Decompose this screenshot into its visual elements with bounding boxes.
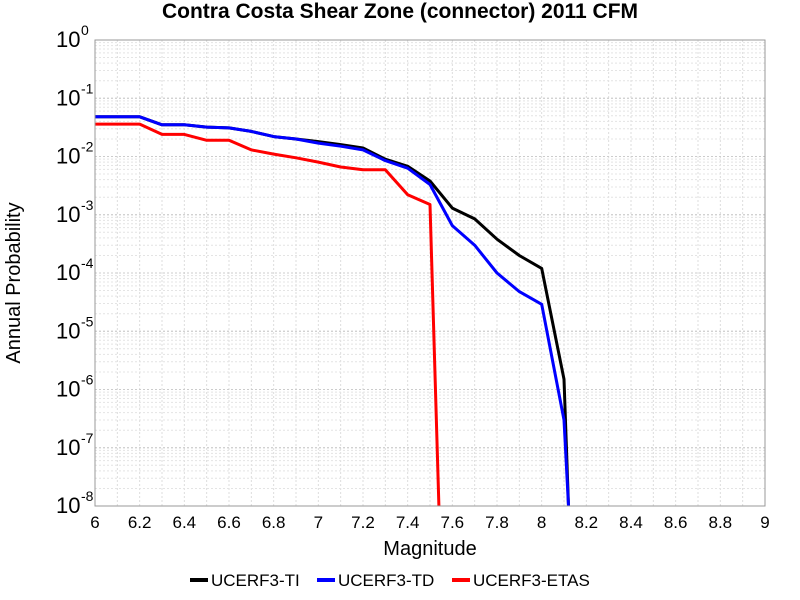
series-line-ucerf3-td — [95, 115, 570, 507]
y-tick-base: 10 — [56, 85, 80, 110]
x-tick-label: 6.2 — [128, 513, 152, 532]
x-tick-label: 7.2 — [351, 513, 375, 532]
y-tick-label: 10 -8 — [56, 488, 94, 518]
x-tick-labels: 6 6.2 6.4 6.6 6.8 7 7.2 7.4 7.6 7.8 8 8.2 8.4 8.6 8.8 9 — [90, 513, 769, 532]
y-tick-label: 10 -3 — [56, 197, 94, 227]
y-tick-exponent: -3 — [81, 197, 94, 213]
y-tick-base: 10 — [56, 318, 80, 343]
x-tick-label: 6 — [90, 513, 99, 532]
chart-title: Contra Costa Shear Zone (connector) 2011… — [162, 0, 638, 23]
legend-label: UCERF3-ETAS — [473, 571, 590, 590]
series-line-ucerf3-etas — [95, 122, 441, 507]
y-tick-base: 10 — [56, 144, 80, 169]
x-axis-label: Magnitude — [383, 538, 476, 560]
x-tick-label: 8.4 — [619, 513, 643, 532]
x-tick-label: 6.6 — [217, 513, 241, 532]
x-tick-label: 9 — [760, 513, 769, 532]
y-axis-label: Annual Probability — [3, 202, 25, 363]
x-tick-label: 8 — [537, 513, 546, 532]
y-tick-label: 10 -2 — [56, 139, 94, 169]
legend-item: UCERF3-TD — [317, 571, 434, 590]
y-tick-base: 10 — [56, 377, 80, 402]
y-tick-base: 10 — [56, 493, 80, 518]
y-tick-label: 10 0 — [56, 22, 89, 52]
y-tick-base: 10 — [56, 435, 80, 460]
y-tick-label: 10 -1 — [56, 80, 94, 110]
legend-item: UCERF3-TI — [190, 571, 300, 590]
y-tick-exponent: 0 — [81, 22, 89, 38]
y-tick-label: 10 -6 — [56, 372, 94, 402]
legend-label: UCERF3-TD — [338, 571, 434, 590]
x-tick-label: 7.6 — [441, 513, 465, 532]
y-tick-base: 10 — [56, 260, 80, 285]
y-tick-exponent: -2 — [81, 139, 94, 155]
legend-label: UCERF3-TI — [211, 571, 300, 590]
y-tick-label: 10 -4 — [56, 255, 94, 285]
y-tick-label: 10 -7 — [56, 430, 94, 460]
y-tick-label: 10 -5 — [56, 313, 94, 343]
y-tick-base: 10 — [56, 27, 80, 52]
x-tick-label: 6.4 — [173, 513, 197, 532]
legend: UCERF3-TI UCERF3-TD UCERF3-ETAS — [190, 571, 590, 590]
y-tick-exponent: -8 — [81, 488, 94, 504]
y-tick-exponent: -5 — [81, 313, 94, 329]
x-tick-label: 7.8 — [485, 513, 509, 532]
legend-item: UCERF3-ETAS — [452, 571, 590, 590]
x-tick-label: 6.8 — [262, 513, 286, 532]
x-tick-label: 8.2 — [575, 513, 599, 532]
y-tick-exponent: -7 — [81, 430, 94, 446]
x-tick-label: 7 — [314, 513, 323, 532]
y-tick-base: 10 — [56, 202, 80, 227]
y-tick-exponent: -1 — [81, 80, 94, 96]
series-lines — [95, 115, 570, 507]
y-tick-exponent: -4 — [81, 255, 94, 271]
plot-frame — [94, 39, 766, 507]
x-tick-label: 8.6 — [664, 513, 688, 532]
x-tick-label: 8.8 — [709, 513, 733, 532]
y-tick-exponent: -6 — [81, 372, 94, 388]
x-tick-label: 7.4 — [396, 513, 420, 532]
